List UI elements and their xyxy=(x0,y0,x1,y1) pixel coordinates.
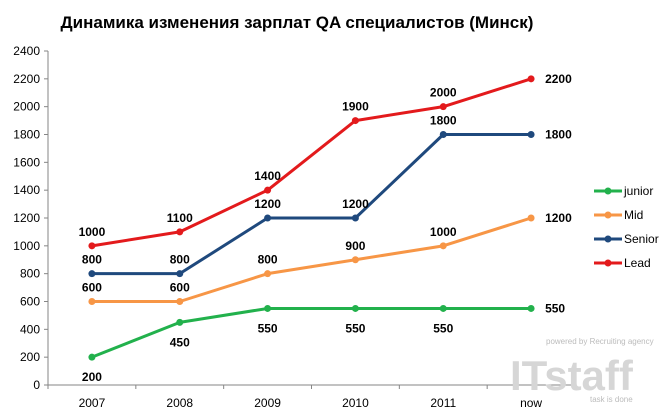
data-point-senior xyxy=(176,270,184,278)
data-point-senior xyxy=(527,131,535,138)
series-lines xyxy=(88,75,535,361)
watermark-tagline: powered by Recruiting agency xyxy=(546,337,654,346)
legend-item-senior: Senior xyxy=(594,232,659,246)
legend-item-junior: junior xyxy=(594,184,653,198)
data-label-lead: 2000 xyxy=(430,86,457,100)
legend-label: junior xyxy=(623,184,653,198)
y-tick-label: 1000 xyxy=(13,239,40,253)
data-label-junior: 450 xyxy=(170,335,190,349)
y-tick-label: 600 xyxy=(20,295,40,309)
data-label-lead: 1000 xyxy=(79,225,106,239)
data-point-lead xyxy=(264,186,272,194)
data-label-senior: 1800 xyxy=(430,114,457,128)
y-tick-labels: 0 200 400 600 800 1000 1200 1400 1600 1800 2000 220… xyxy=(13,44,48,392)
legend-label: Mid xyxy=(624,208,643,222)
watermark-slogan: task is done xyxy=(590,395,633,404)
data-label-mid: 600 xyxy=(82,281,102,295)
data-point-junior xyxy=(439,304,447,312)
data-point-mid xyxy=(176,298,184,305)
x-tick-label: 2009 xyxy=(254,396,281,410)
y-tick-label: 800 xyxy=(20,267,40,281)
series-line-lead xyxy=(91,77,532,248)
data-point-mid xyxy=(439,242,447,250)
series-line-junior xyxy=(91,306,532,359)
data-label-junior: 550 xyxy=(345,321,365,335)
x-tick-label: 2011 xyxy=(430,396,456,410)
y-tick-label: 0 xyxy=(33,378,40,392)
data-labels: 200 450 550 550 550 550 600 600 800 900 1000 1200 80… xyxy=(79,72,573,384)
x-tick-label: 2008 xyxy=(166,396,193,410)
data-point-senior xyxy=(264,214,272,222)
y-tick-label: 1200 xyxy=(13,211,40,225)
data-point-junior xyxy=(351,304,359,312)
data-point-lead xyxy=(527,75,535,83)
data-point-senior xyxy=(439,131,447,138)
y-tick-label: 1600 xyxy=(13,155,40,169)
data-point-mid xyxy=(527,214,535,222)
data-point-mid xyxy=(264,270,272,278)
data-label-senior: 800 xyxy=(170,253,190,267)
x-tick-labels: 2007 2008 2009 2010 2011 now xyxy=(47,385,576,410)
legend-item-mid: Mid xyxy=(594,208,643,222)
watermark: powered by Recruiting agency ITstaff tas… xyxy=(510,337,654,404)
data-point-lead xyxy=(176,228,184,236)
data-label-senior: 800 xyxy=(82,253,102,267)
data-label-lead: 2200 xyxy=(545,72,572,86)
data-label-senior: 1800 xyxy=(545,128,572,142)
data-point-junior xyxy=(264,304,272,312)
data-label-senior: 1200 xyxy=(342,197,369,211)
chart-title: Динамика изменения зарплат QA специалист… xyxy=(61,13,534,32)
data-label-mid: 1000 xyxy=(430,225,457,239)
data-label-lead: 1900 xyxy=(342,100,369,114)
legend-marker xyxy=(604,211,612,219)
x-tick-label: now xyxy=(520,396,542,410)
data-point-junior xyxy=(176,318,184,326)
legend-marker xyxy=(604,235,612,243)
data-point-lead xyxy=(439,103,447,111)
data-point-senior xyxy=(351,214,359,222)
y-tick-label: 1400 xyxy=(13,183,40,197)
data-label-lead: 1400 xyxy=(254,169,281,183)
legend-item-lead: Lead xyxy=(594,256,651,270)
y-tick-label: 2200 xyxy=(13,72,40,86)
legend-label: Lead xyxy=(624,256,651,270)
y-tick-label: 2400 xyxy=(13,44,40,58)
series-line-mid xyxy=(91,216,532,303)
watermark-brand: ITstaff xyxy=(510,352,634,399)
x-tick-label: 2007 xyxy=(79,396,106,410)
data-label-mid: 600 xyxy=(170,281,190,295)
y-tick-label: 1800 xyxy=(13,128,40,142)
data-point-junior xyxy=(527,304,535,312)
legend-label: Senior xyxy=(624,232,659,246)
data-label-junior: 550 xyxy=(258,321,278,335)
series-line-senior xyxy=(91,133,532,276)
data-label-mid: 900 xyxy=(345,239,365,253)
x-tick-label: 2010 xyxy=(342,396,369,410)
data-point-mid xyxy=(88,298,96,305)
data-point-lead xyxy=(351,117,359,125)
y-tick-label: 2000 xyxy=(13,100,40,114)
y-tick-label: 200 xyxy=(20,350,40,364)
data-point-junior xyxy=(88,353,96,361)
data-label-junior: 550 xyxy=(545,301,565,315)
data-label-mid: 1200 xyxy=(545,211,572,225)
legend-marker xyxy=(604,187,612,195)
data-label-senior: 1200 xyxy=(254,197,281,211)
data-point-mid xyxy=(351,256,359,264)
data-point-senior xyxy=(88,270,96,278)
legend: junior Mid Senior Lead xyxy=(594,184,659,270)
data-label-mid: 800 xyxy=(258,253,278,267)
data-label-junior: 550 xyxy=(433,321,453,335)
data-label-lead: 1100 xyxy=(167,211,193,225)
y-tick-label: 400 xyxy=(20,322,40,336)
data-label-junior: 200 xyxy=(82,370,102,384)
data-point-lead xyxy=(88,242,96,250)
legend-marker xyxy=(604,259,612,267)
